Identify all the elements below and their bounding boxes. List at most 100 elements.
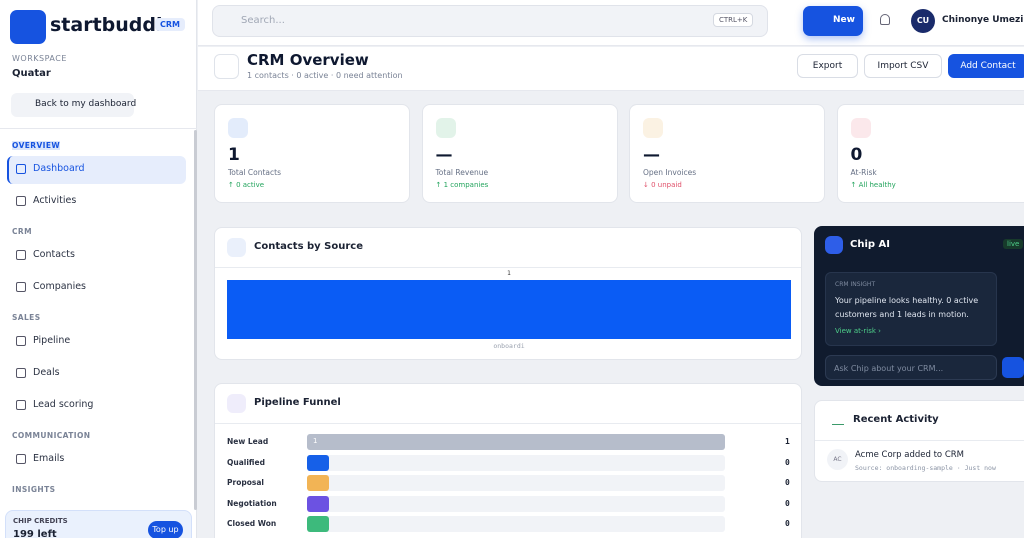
- stage-bar: [307, 495, 329, 512]
- stat-card: — Open Invoices ↓ 0 unpaid: [629, 104, 825, 203]
- search-placeholder: Search...: [241, 15, 285, 26]
- insight-box: [825, 272, 997, 346]
- nav-section-title: CRM: [12, 227, 32, 236]
- stage-value: 0: [785, 498, 790, 508]
- card-icon: [227, 394, 246, 413]
- nav-item[interactable]: Dashboard: [33, 163, 85, 174]
- bar: [227, 280, 791, 339]
- avatar[interactable]: CU: [911, 9, 935, 33]
- stage-value: 0: [785, 519, 790, 528]
- nav-icon: [16, 250, 26, 260]
- brand-badge: CRM: [155, 18, 185, 31]
- card-title: Pipeline Funnel: [254, 397, 341, 408]
- logo-icon: [10, 10, 46, 44]
- stat-label: Total Contacts: [228, 168, 281, 177]
- stat-note: ↑ 0 active: [228, 181, 265, 189]
- nav-icon: [16, 454, 26, 464]
- stage-value: 1: [785, 437, 790, 446]
- nav-active-bg: [7, 156, 186, 184]
- stat-value: —: [643, 145, 660, 165]
- stage-name: Qualified: [227, 457, 265, 467]
- chip-icon: [825, 236, 843, 254]
- stat-label: Total Revenue: [435, 168, 489, 177]
- stat-value: —: [435, 145, 453, 165]
- nav-item[interactable]: Emails: [33, 453, 65, 464]
- insight-link[interactable]: View at-risk ›: [835, 327, 881, 335]
- nav-item[interactable]: Lead scoring: [33, 399, 94, 410]
- insight-label: CRM INSIGHT: [835, 281, 876, 288]
- divider: [215, 267, 801, 268]
- divider: [815, 440, 1024, 441]
- add-contact-button[interactable]: Add Contact: [948, 54, 1024, 78]
- stage-track: [307, 475, 725, 491]
- category-label: onboardi: [493, 342, 524, 350]
- insight-text: Your pipeline looks healthy. 0 active cu…: [835, 296, 979, 319]
- user-name: Chinonye Umezinn: [942, 15, 1024, 25]
- nav-icon: [16, 368, 26, 378]
- nav-item[interactable]: Activities: [33, 195, 77, 206]
- nav-section-title: COMMUNICATION: [12, 431, 91, 440]
- workspace-name: Quatar: [12, 68, 51, 79]
- stage-bar: [307, 516, 329, 532]
- nav-item[interactable]: Deals: [33, 367, 60, 378]
- stage-bar: [307, 454, 329, 471]
- stage-name: Proposal: [227, 478, 264, 487]
- source-chart: 1 onboardi: [227, 270, 791, 350]
- stage-track: [307, 516, 725, 532]
- contacts-card: Contacts by Source 1 onboardi: [214, 227, 802, 360]
- top-up-button[interactable]: Top up: [148, 521, 183, 538]
- sidebar: [0, 0, 197, 538]
- send-button[interactable]: [1002, 357, 1024, 378]
- divider: [0, 128, 197, 129]
- new-button[interactable]: New: [803, 6, 863, 36]
- stage-name: Negotiation: [227, 498, 277, 508]
- nav-item[interactable]: Pipeline: [33, 335, 71, 346]
- stat-note: ↑ All healthy: [850, 181, 896, 189]
- search-box[interactable]: [212, 5, 768, 37]
- stage-bar: [307, 475, 329, 491]
- brand-name: startbuddi: [50, 14, 163, 36]
- nav-section-title: INSIGHTS: [12, 485, 56, 494]
- stage-bar: [307, 434, 725, 450]
- stat-value: 1: [228, 145, 240, 165]
- nav-icon: [16, 336, 26, 346]
- nav-icon: [16, 282, 26, 292]
- stat-note: ↓ 0 unpaid: [643, 181, 682, 189]
- recent-icon: [832, 415, 844, 425]
- nav-icon: [16, 400, 26, 410]
- back-button[interactable]: Back to my dashboard: [11, 93, 136, 117]
- recent-card: Recent Activity AC Acme Corp added to CR…: [814, 400, 1024, 482]
- stage-name: New Lead: [227, 437, 269, 446]
- credits-label: CHIP CREDITS: [13, 517, 68, 525]
- nav-section-title: SALES: [12, 313, 41, 322]
- stat-icon: [228, 118, 248, 138]
- divider: [215, 423, 801, 424]
- import-button[interactable]: Import CSV: [864, 54, 942, 78]
- page-title: CRM Overview: [247, 51, 369, 69]
- bell-icon[interactable]: [880, 14, 890, 25]
- funnel-card: Pipeline Funnel New Lead 1 1 Qualified 0 Prop…: [214, 383, 802, 538]
- recent-title: Recent Activity: [853, 414, 939, 425]
- chip-card: Chip AI live CRM INSIGHT Your pipeline l…: [814, 226, 1024, 386]
- workspace-label: WORKSPACE: [12, 54, 67, 63]
- stat-card: 1 Total Contacts ↑ 0 active: [214, 104, 410, 203]
- nav-icon: [16, 164, 26, 174]
- stage-value: 0: [785, 478, 790, 487]
- stat-label: At-Risk: [850, 168, 877, 177]
- card-title: Contacts by Source: [254, 241, 363, 252]
- export-button[interactable]: Export: [797, 54, 858, 78]
- stage-track: [307, 454, 725, 471]
- nav-section-title: OVERVIEW: [12, 141, 61, 150]
- nav-item[interactable]: Companies: [33, 281, 87, 292]
- stat-card: — Total Revenue ↑ 1 companies: [421, 104, 618, 203]
- activity-text: Acme Corp added to CRM: [855, 450, 965, 460]
- page-subtitle: 1 contacts · 0 active · 0 need attention: [247, 71, 403, 80]
- chip-title: Chip AI: [850, 239, 890, 250]
- activity-meta: Source: onboarding-sample · Just now: [855, 464, 996, 472]
- scrollbar: [194, 130, 197, 510]
- nav-item[interactable]: Contacts: [33, 249, 75, 260]
- stat-icon: [435, 118, 456, 138]
- stage-track: [307, 495, 725, 512]
- chip-input[interactable]: Ask Chip about your CRM...: [825, 355, 997, 380]
